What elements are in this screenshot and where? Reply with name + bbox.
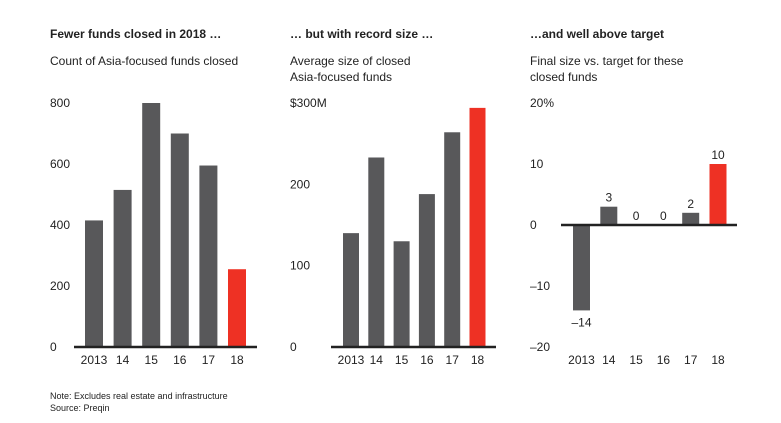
chart3-ytick-label: 0 [530,218,537,232]
chart-note: Note: Excludes real estate and infrastru… [50,391,228,401]
chart2-ytick-label: 200 [290,177,310,191]
chart1-xtick-label: 16 [173,353,187,367]
chart1-xtick-label: 2013 [81,353,108,367]
chart3-ytick-label: –20 [530,340,550,354]
chart3-data-label: 0 [660,209,667,223]
chart1-bar-15 [142,103,161,347]
chart2-xtick-label: 15 [395,353,409,367]
chart2-xtick-label: 17 [446,353,460,367]
chart1-xtick-label: 15 [145,353,159,367]
chart2-bar-18 [469,107,486,347]
chart2-xtick-label: 2013 [338,353,365,367]
chart3-subtitle: Final size vs. target for these closed f… [530,54,684,84]
chart1-bar-18 [228,269,246,347]
chart2-bar-15 [393,241,410,347]
chart1-ytick-label: 200 [50,279,70,293]
chart3-xtick-label: 16 [657,353,671,367]
chart2-bar-16 [418,194,435,347]
chart1-xtick-label: 18 [230,353,244,367]
chart3-title: …and well above target [530,27,665,41]
chart2-subtitle: Average size of closed Asia-focused fund… [290,54,411,84]
chart1-ytick-label: 400 [50,218,70,232]
chart1-title: Fewer funds closed in 2018 … [50,27,222,41]
chart3-data-label: –14 [571,315,591,329]
chart1-bar-14 [113,189,132,347]
chart2-bar-14 [368,157,385,347]
chart2-ytick-label: $300M [290,96,327,110]
chart3-data-label: 2 [687,197,694,211]
chart1-ytick-label: 0 [50,340,57,354]
chart1-bar-17 [199,165,218,347]
chart2-ytick-label: 0 [290,340,297,354]
chart3-bar-17 [682,212,700,225]
chart1-subtitle: Count of Asia-focused funds closed [50,54,239,68]
chart1-ytick-label: 800 [50,96,70,110]
chart-source: Source: Preqin [50,403,110,413]
chart1-xtick-label: 14 [116,353,130,367]
chart3-data-label: 3 [605,191,612,205]
chart3-data-label: 10 [711,148,725,162]
chart3-bar-2013 [573,225,590,311]
chart3-xtick-label: 2013 [568,353,595,367]
chart3-xtick-label: 17 [684,353,698,367]
chart3-data-label: 0 [633,209,640,223]
chart2-ytick-label: 100 [290,259,310,273]
chart3-ytick-label: –10 [530,279,550,293]
chart1-ytick-label: 600 [50,157,70,171]
chart3-bar-14 [600,206,618,225]
chart2-bar-17 [444,132,461,347]
chart1-bar-2013 [85,220,103,347]
chart3-ytick-label: 20% [530,96,554,110]
chart2-xtick-label: 14 [370,353,384,367]
chart2-title: … but with record size … [290,27,434,41]
chart3-xtick-label: 14 [602,353,616,367]
chart1-xtick-label: 17 [202,353,216,367]
chart2-bar-2013 [343,233,359,347]
chart2-xtick-label: 18 [471,353,485,367]
chart3-xtick-label: 15 [629,353,643,367]
chart3-xtick-label: 18 [711,353,725,367]
chart1-bar-16 [170,133,189,347]
chart3-ytick-label: 10 [530,157,544,171]
chart3-bar-18 [709,164,727,225]
chart2-xtick-label: 16 [420,353,434,367]
